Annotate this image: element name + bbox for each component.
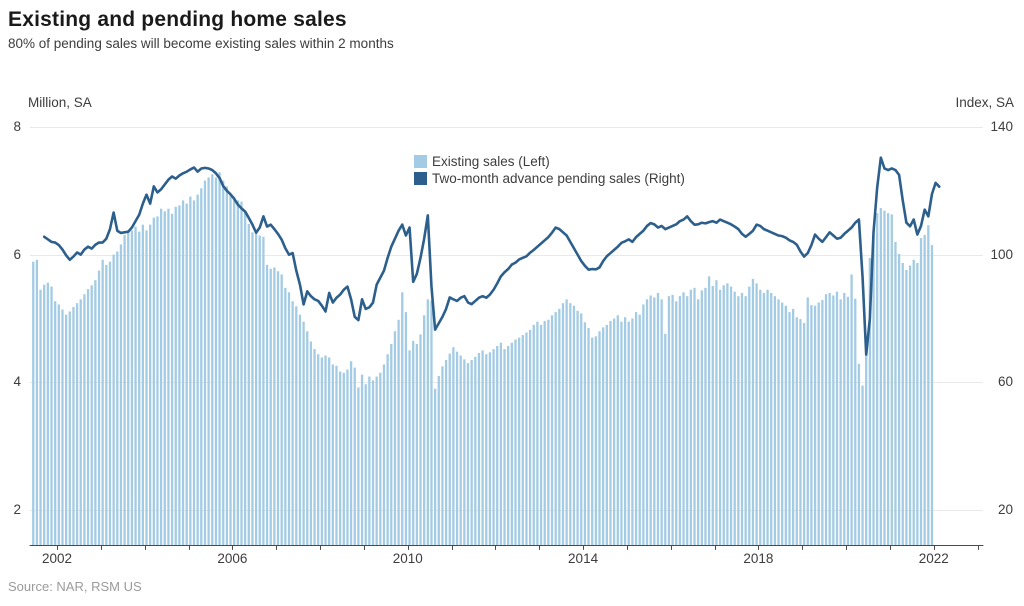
- x-axis-year-label: 2010: [392, 551, 423, 566]
- right-axis-tick-label: 20: [997, 501, 1013, 517]
- legend-item-pending-sales: Two-month advance pending sales (Right): [414, 170, 685, 187]
- x-axis-year-label: 2002: [41, 551, 73, 566]
- chart-legend: Existing sales (Left) Two-month advance …: [414, 153, 685, 187]
- x-axis-year-label: 2006: [217, 551, 248, 566]
- source-note: Source: NAR, RSM US: [8, 579, 142, 594]
- existing-sales-swatch-icon: [414, 155, 427, 168]
- x-axis-year-label: 2022: [918, 551, 949, 566]
- left-axis-tick-label: 6: [13, 246, 21, 262]
- right-axis-tick-label: 140: [990, 119, 1013, 134]
- left-axis-tick-label: 2: [13, 501, 21, 517]
- right-axis-tick-label: 60: [997, 374, 1013, 390]
- left-axis-tick-label: 4: [13, 374, 21, 390]
- left-axis-tick-label: 8: [13, 119, 21, 134]
- x-axis-year-label: 2018: [743, 551, 774, 566]
- legend-label: Two-month advance pending sales (Right): [432, 171, 685, 186]
- legend-label: Existing sales (Left): [432, 154, 550, 169]
- right-axis-tick-label: 100: [990, 246, 1013, 262]
- pending-sales-swatch-icon: [414, 172, 427, 185]
- x-axis-year-label: 2014: [568, 551, 599, 566]
- legend-item-existing-sales: Existing sales (Left): [414, 153, 685, 170]
